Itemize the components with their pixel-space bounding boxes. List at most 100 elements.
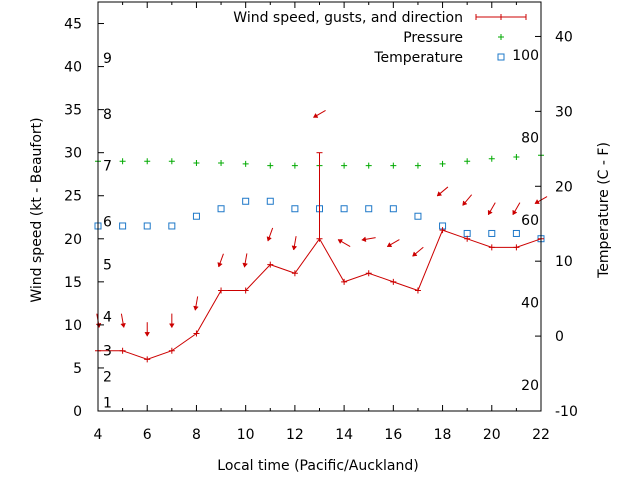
wind-arrow-head	[217, 262, 223, 268]
wind-arrow-head	[313, 112, 319, 118]
beaufort-label: 5	[103, 258, 112, 274]
legend-label-pressure: Pressure	[403, 30, 463, 46]
y-left-tick-label: 30	[64, 146, 82, 162]
wind-direction-arrow	[337, 239, 351, 248]
temperature-point	[217, 205, 225, 213]
temperature-point	[512, 229, 520, 237]
wind-direction-arrow	[144, 322, 151, 337]
fahrenheit-label: 40	[521, 295, 539, 311]
x-tick-label: 22	[532, 427, 550, 443]
pressure-point	[464, 158, 471, 165]
plot-area	[94, 110, 548, 363]
pressure-point	[218, 160, 225, 167]
pressure-point	[390, 162, 397, 169]
wind-arrow-head	[487, 209, 493, 216]
wind-speed-point	[365, 270, 372, 277]
y-left-tick-label: 0	[73, 404, 82, 420]
pressure-point	[488, 155, 495, 162]
beaufort-label: 8	[103, 107, 112, 123]
wind-arrow-head	[412, 251, 418, 257]
temperature-point	[168, 222, 176, 230]
y-right-tick-label: -10	[555, 404, 578, 420]
y-right-tick-label: 20	[555, 179, 573, 195]
wind-speed-point	[390, 278, 397, 285]
beaufort-label: 3	[103, 344, 112, 360]
pressure-point	[242, 160, 249, 167]
legend: Wind speed, gusts, and direction Pressure…	[233, 10, 527, 66]
fahrenheit-label: 20	[521, 378, 539, 394]
wind-speed-point	[439, 227, 446, 234]
wind-direction-arrow	[120, 313, 126, 328]
temperature-point	[143, 222, 151, 230]
fahrenheit-label: 100	[512, 48, 539, 64]
wind-arrow-head	[436, 191, 443, 197]
x-tick-label: 20	[483, 427, 501, 443]
x-tick-label: 16	[384, 427, 402, 443]
pressure-point	[119, 158, 126, 165]
pressure-point	[414, 162, 421, 169]
wind-direction-arrow	[436, 186, 449, 197]
wind-speed-point	[414, 287, 421, 294]
fahrenheit-label: 60	[521, 213, 539, 229]
beaufort-label: 1	[103, 395, 112, 411]
x-tick-label: 6	[143, 427, 152, 443]
y-axis-label-left: Wind speed (kt - Beaufort)	[29, 117, 45, 302]
wind-arrow-head	[169, 323, 175, 329]
wind-speed-point	[242, 287, 249, 294]
x-tick-label: 4	[94, 427, 103, 443]
x-tick-label: 12	[286, 427, 304, 443]
pressure-point	[513, 153, 520, 160]
wind-speed-point	[119, 347, 126, 354]
beaufort-label: 6	[103, 215, 112, 231]
wind-direction-arrow	[217, 253, 224, 268]
wind-speed-point	[513, 244, 520, 251]
wind-speed-line	[98, 229, 542, 360]
wind-direction-arrow	[361, 236, 376, 243]
temperature-point	[365, 205, 373, 213]
temperature-point	[119, 222, 127, 230]
wind-arrow-head	[337, 239, 343, 245]
wind-direction-arrow	[512, 202, 521, 216]
y-left-tick-label: 45	[64, 17, 82, 33]
wind-direction-arrow	[95, 313, 102, 328]
y-left-tick-label: 5	[73, 361, 82, 377]
beaufort-label: 9	[103, 51, 112, 67]
legend-label-temperature: Temperature	[373, 50, 463, 66]
wind-direction-arrow	[169, 313, 175, 329]
y-left-tick-label: 25	[64, 189, 82, 205]
y-right-tick-label: 30	[555, 104, 573, 120]
pressure-point	[341, 162, 348, 169]
wind-direction-arrow	[242, 253, 248, 268]
x-tick-label: 8	[192, 427, 201, 443]
beaufort-label: 4	[103, 309, 112, 325]
axes: 4 6 8 10 12 14 16 18 20 22051015202530354045-1001…	[64, 1, 578, 443]
wind-direction-arrow	[487, 202, 496, 216]
pressure-point	[365, 162, 372, 169]
wind-arrow-head	[144, 332, 151, 337]
temperature-point	[463, 229, 471, 237]
y-right-tick-label: 40	[555, 29, 573, 45]
wind-speed-point	[488, 244, 495, 251]
wind-arrow-head	[361, 236, 367, 243]
wind-arrow-head	[534, 199, 540, 204]
legend-marker-pressure	[498, 34, 504, 40]
beaufort-label: 2	[103, 370, 112, 386]
y-left-tick-label: 40	[64, 60, 82, 76]
temperature-point	[266, 197, 274, 205]
wind-speed-point	[291, 270, 298, 277]
pressure-point	[168, 158, 175, 165]
temperature-point	[389, 205, 397, 213]
pressure-point	[193, 160, 200, 167]
temperature-point	[340, 205, 348, 213]
temperature-point	[291, 205, 299, 213]
pressure-point	[439, 160, 446, 167]
wind-arrow-head	[291, 245, 298, 251]
wind-arrow-head	[386, 242, 393, 247]
pressure-point	[267, 162, 274, 169]
legend-label-wind: Wind speed, gusts, and direction	[233, 10, 463, 26]
wind-speed-point	[168, 347, 175, 354]
temperature-point	[414, 212, 422, 220]
wind-arrow-head	[242, 262, 248, 268]
y-left-tick-label: 15	[64, 275, 82, 291]
wind-arrow-head	[120, 322, 126, 328]
